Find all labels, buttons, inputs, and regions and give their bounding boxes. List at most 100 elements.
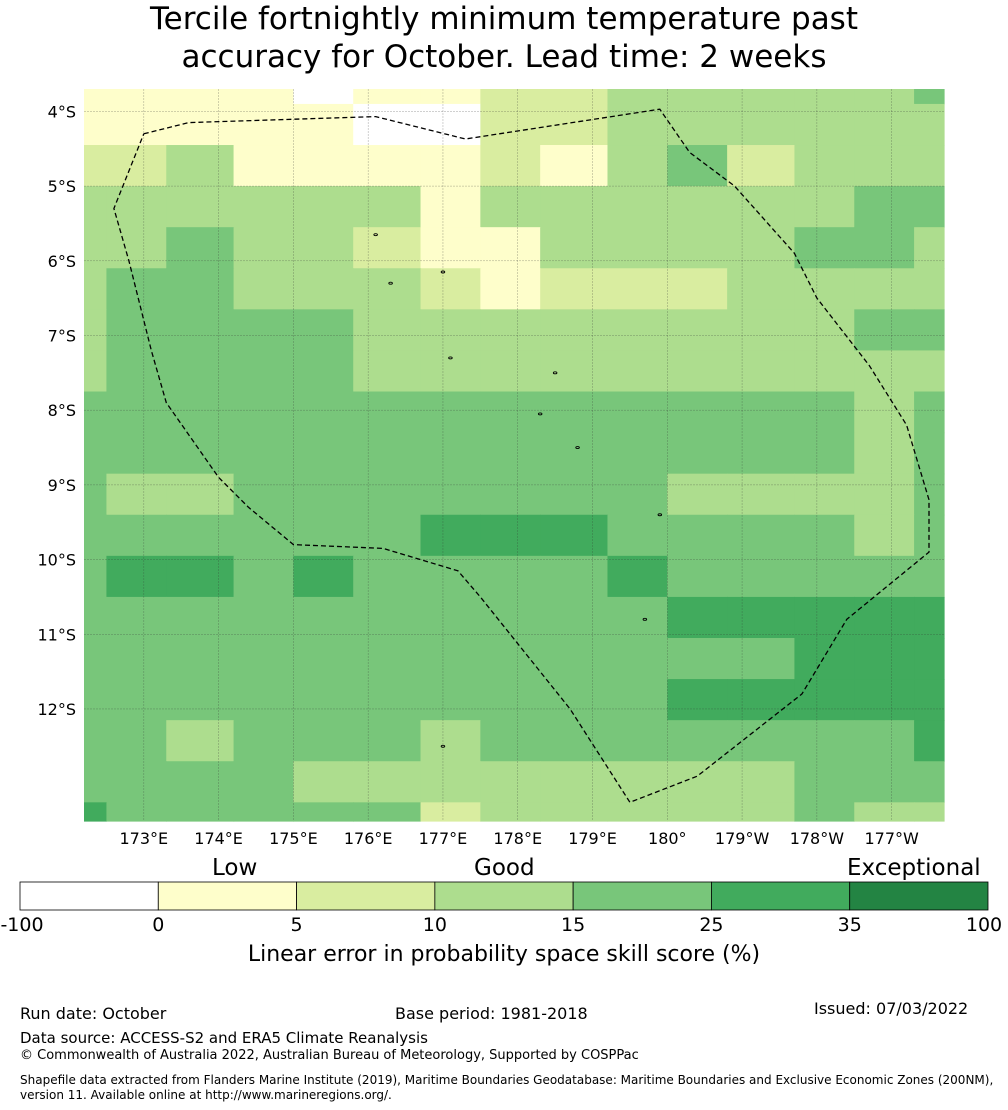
skill-cell <box>353 268 422 310</box>
skill-cell <box>420 596 481 639</box>
skill-cell <box>607 514 668 557</box>
skill-cell <box>293 679 354 721</box>
skill-cell <box>166 761 235 803</box>
colorbar-segment <box>296 881 436 911</box>
longitude-label: 177°W <box>864 829 919 848</box>
latitude-label: 12°S <box>37 700 76 719</box>
skill-cell <box>667 89 728 105</box>
island-marker <box>440 270 446 274</box>
skill-cell <box>794 720 855 762</box>
skill-cell <box>667 432 728 475</box>
skill-cell <box>293 596 354 639</box>
skill-cell <box>607 309 668 352</box>
island-marker <box>388 281 393 285</box>
skill-cell <box>667 679 728 721</box>
skill-cell <box>540 596 609 639</box>
skill-cell <box>166 145 235 187</box>
skill-cell <box>106 309 167 352</box>
skill-cell <box>667 638 728 680</box>
skill-cell <box>607 720 668 762</box>
skill-cell <box>727 309 796 352</box>
category-low-label: Low <box>212 855 258 881</box>
skill-cell <box>727 89 796 105</box>
skill-cell <box>233 186 294 228</box>
skill-cell <box>540 391 609 434</box>
skill-cell <box>420 227 481 269</box>
colorbar-tick-label: 35 <box>837 914 862 936</box>
skill-cell <box>293 802 354 822</box>
skill-cell <box>914 103 945 146</box>
skill-cell <box>166 186 235 228</box>
longitude-label: 175°E <box>269 829 318 848</box>
skill-cell <box>794 514 855 557</box>
skill-cell <box>540 89 609 105</box>
skill-cell <box>293 473 354 516</box>
latitude-label: 7°S <box>48 326 76 345</box>
skill-cell <box>794 679 855 721</box>
skill-cell <box>233 89 294 105</box>
skill-cell <box>854 227 915 269</box>
skill-cell <box>353 761 422 803</box>
skill-cell <box>727 103 796 146</box>
skill-cell <box>233 103 294 146</box>
skill-cell <box>607 802 668 822</box>
skill-cell <box>84 268 108 310</box>
skill-cell <box>420 103 481 146</box>
skill-cell <box>607 596 668 639</box>
skill-cell <box>607 391 668 434</box>
latitude-label: 9°S <box>48 476 76 495</box>
island-marker <box>657 513 663 517</box>
longitude-label: 173°E <box>119 829 168 848</box>
skill-cell <box>480 761 541 803</box>
skill-cell <box>727 186 796 228</box>
skill-cell <box>727 596 796 639</box>
colorbar-segment <box>157 881 297 911</box>
skill-cell <box>480 638 541 680</box>
skill-cell <box>353 555 422 598</box>
skill-cell <box>480 720 541 762</box>
skill-cell <box>293 350 354 393</box>
skill-cell <box>106 761 167 803</box>
skill-cell <box>420 391 481 434</box>
title-line-1: Tercile fortnightly minimum temperature … <box>150 1 858 37</box>
skill-cell <box>106 145 167 187</box>
skill-cell <box>540 309 609 352</box>
skill-cell <box>540 802 609 822</box>
colorbar <box>19 881 989 911</box>
longitude-label: 177°E <box>419 829 468 848</box>
skill-cell <box>84 103 108 146</box>
skill-cell <box>480 514 541 557</box>
skill-cell <box>854 186 915 228</box>
skill-cell <box>166 596 235 639</box>
skill-cell <box>293 720 354 762</box>
skill-cell <box>854 596 915 639</box>
skill-cell <box>353 350 422 393</box>
skill-cell <box>914 145 945 187</box>
skill-cell <box>84 679 108 721</box>
latitude-label: 8°S <box>48 401 76 420</box>
skill-cell <box>667 761 728 803</box>
skill-cell <box>420 432 481 475</box>
skill-cell <box>607 761 668 803</box>
colorbar-tick-label: 0 <box>152 914 165 936</box>
skill-cell <box>667 473 728 516</box>
skill-cell <box>166 638 235 680</box>
skill-cell <box>667 514 728 557</box>
colorbar-tick-label: 100 <box>965 914 1003 936</box>
skill-cell <box>794 761 855 803</box>
skill-cell <box>293 309 354 352</box>
skill-cell <box>84 145 108 187</box>
skill-cell <box>420 802 481 822</box>
skill-cell <box>420 268 481 310</box>
skill-cell <box>166 103 235 146</box>
skill-cell <box>233 638 294 680</box>
skill-cell <box>106 514 167 557</box>
skill-cell <box>233 514 294 557</box>
colorbar-tick-label: 5 <box>290 914 303 936</box>
skill-cell <box>353 309 422 352</box>
skill-cell <box>353 638 422 680</box>
skill-cell <box>914 679 945 721</box>
skill-cell <box>353 679 422 721</box>
skill-cell <box>540 679 609 721</box>
island-markers <box>373 233 663 748</box>
